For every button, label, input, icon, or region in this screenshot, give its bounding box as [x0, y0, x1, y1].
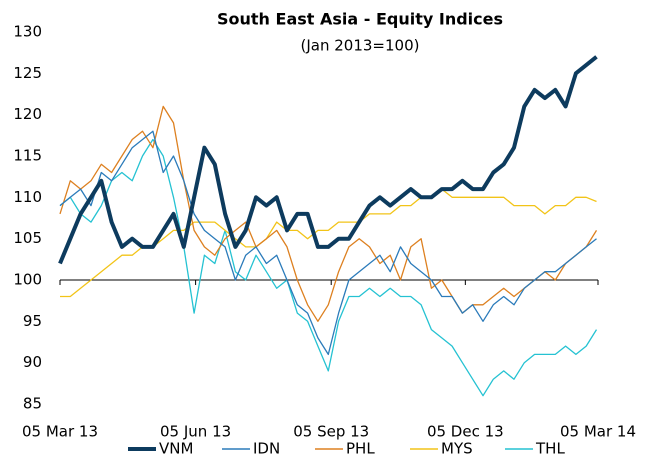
chart-subtitle: (Jan 2013=100): [301, 37, 420, 55]
x-tick-label: 05 Mar 14: [560, 423, 636, 441]
y-tick-label: 115: [13, 147, 42, 165]
y-tick-label: 110: [13, 188, 42, 206]
series-line: [59, 138, 598, 397]
y-tick-label: 90: [23, 353, 42, 371]
series-line: [58, 55, 598, 265]
y-tick-label: 85: [23, 395, 42, 413]
series-line: [59, 130, 597, 356]
chart-title: South East Asia - Equity Indices: [217, 10, 503, 29]
y-tick-label: 125: [13, 64, 42, 82]
legend-label: VNM: [159, 440, 193, 457]
x-tick-label: 05 Mar 13: [22, 423, 98, 441]
legend-label: PHL: [346, 440, 375, 457]
y-tick-label: 120: [13, 105, 42, 123]
legend-label: MYS: [441, 440, 473, 457]
legend-label: IDN: [253, 440, 280, 457]
series-line: [59, 105, 598, 322]
x-tick-label: 05 Jun 13: [160, 423, 231, 441]
x-tick-label: 05 Sep 13: [293, 423, 369, 441]
y-tick-label: 95: [23, 312, 42, 330]
y-tick-label: 100: [13, 271, 42, 289]
y-tick-label: 105: [13, 229, 42, 247]
y-tick-label: 130: [13, 23, 42, 41]
legend-label: THL: [535, 440, 565, 457]
x-tick-label: 05 Dec 13: [427, 423, 504, 441]
